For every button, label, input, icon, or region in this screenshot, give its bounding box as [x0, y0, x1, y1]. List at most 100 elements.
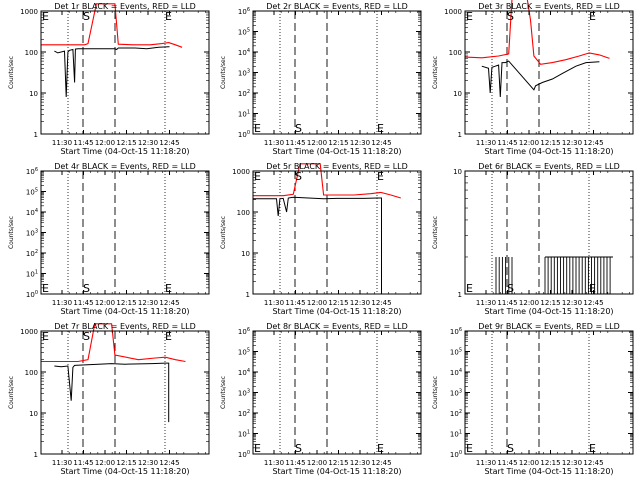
x-tick-label: 12:00	[95, 139, 115, 147]
x-tick-label: 11:30	[52, 299, 72, 307]
x-tick-label: 12:45	[159, 299, 179, 307]
marker-e-right: E	[165, 330, 172, 343]
series-lld-red	[41, 323, 186, 363]
x-tick-label: 11:45	[497, 139, 517, 147]
x-tick-label: 12:30	[562, 299, 582, 307]
panel-det-4: 100 101 102 103 104 105 106 11:30 11:45 12:00 12:1…	[8, 162, 210, 316]
y-tick-label: 101	[238, 430, 250, 439]
plot-frame	[40, 330, 210, 455]
y-axis-label: Counts/sec	[220, 56, 227, 89]
marker-e-left: E	[42, 330, 49, 343]
y-axis-label: Counts/sec	[432, 376, 439, 409]
marker-e-right: E	[377, 122, 384, 135]
marker-e-left: E	[254, 170, 261, 183]
y-tick-label: 100	[237, 209, 250, 217]
y-tick-label: 101	[26, 270, 38, 279]
x-tick-label: 12:30	[138, 459, 158, 467]
x-axis-label: Start Time (04-Oct-15 11:18:20)	[484, 467, 613, 476]
x-tick-label: 12:00	[519, 459, 539, 467]
x-tick-label: 12:00	[519, 299, 539, 307]
panel-title: Det 5r BLACK = Events, RED = LLD	[266, 162, 408, 171]
y-tick-label: 100	[25, 369, 38, 377]
y-tick-label: 102	[450, 409, 462, 418]
x-tick-label: 12:45	[159, 139, 179, 147]
series-events-black	[54, 46, 170, 98]
plot-frame	[252, 10, 422, 135]
plot-frame	[252, 330, 422, 455]
marker-e-left: E	[466, 10, 473, 23]
marker-e-left: E	[42, 10, 49, 23]
marker-e-right: E	[377, 442, 384, 455]
series-events-black	[253, 196, 382, 294]
x-axis-label: Start Time (04-Oct-15 11:18:20)	[272, 307, 401, 316]
panel-title: Det 6r BLACK = Events, RED = LLD	[478, 162, 620, 171]
panel-det-1: 1 10 100 1000 11:30 11:45 12:00 12:15 12:30 12:45…	[8, 2, 210, 156]
x-tick-label: 12:15	[116, 459, 136, 467]
x-axis-label: Start Time (04-Oct-15 11:18:20)	[272, 147, 401, 156]
panel-title: Det 7r BLACK = Events, RED = LLD	[54, 322, 196, 331]
marker-e-left: E	[42, 282, 49, 295]
x-tick-label: 12:30	[562, 459, 582, 467]
panel-det-9: 100 101 102 103 104 105 106 11:30 11:45 12:00 12:1…	[432, 322, 634, 476]
series-lld-red	[253, 163, 401, 199]
x-tick-label: 12:00	[519, 139, 539, 147]
marker-s: S	[507, 10, 514, 23]
y-tick-label: 1	[246, 291, 250, 299]
panel-det-5: 1 10 100 1000 11:30 11:45 12:00 12:15 12:30 12:45…	[220, 162, 422, 316]
y-tick-label: 100	[449, 49, 462, 57]
x-tick-label: 12:00	[95, 299, 115, 307]
x-tick-label: 12:30	[138, 299, 158, 307]
x-tick-label: 12:15	[540, 459, 560, 467]
x-tick-label: 11:45	[497, 299, 517, 307]
y-tick-label: 100	[450, 450, 462, 459]
x-tick-label: 12:15	[540, 139, 560, 147]
panel-det-7: 1 10 100 1000 11:30 11:45 12:00 12:15 12:30 12:45…	[8, 322, 210, 476]
x-tick-label: 12:45	[371, 459, 391, 467]
y-tick-label: 106	[238, 7, 250, 16]
y-tick-label: 103	[238, 389, 250, 398]
marker-e-left: E	[466, 442, 473, 455]
x-tick-label: 11:30	[476, 299, 496, 307]
marker-s: S	[295, 122, 302, 135]
marker-e-right: E	[165, 282, 172, 295]
y-tick-label: 100	[238, 130, 250, 139]
y-tick-label: 102	[238, 409, 250, 418]
x-tick-label: 12:30	[138, 139, 158, 147]
y-tick-label: 104	[450, 368, 462, 377]
panel-det-6: 1 10 11:30 11:45 12:00 12:15 12:30 12:45 Det 6r …	[432, 162, 634, 316]
marker-e-right: E	[589, 10, 596, 23]
plot-frame	[464, 330, 634, 455]
marker-s: S	[295, 442, 302, 455]
y-axis-label: Counts/sec	[220, 216, 227, 249]
y-tick-label: 101	[238, 110, 250, 119]
y-tick-label: 106	[238, 327, 250, 336]
y-tick-label: 101	[450, 430, 462, 439]
y-tick-label: 1000	[444, 8, 462, 16]
y-tick-label: 103	[450, 389, 462, 398]
x-tick-label: 12:00	[307, 299, 327, 307]
marker-s: S	[83, 282, 90, 295]
x-tick-label: 12:45	[159, 459, 179, 467]
marker-e-right: E	[589, 282, 596, 295]
marker-e-right: E	[165, 10, 172, 23]
x-tick-label: 12:15	[328, 459, 348, 467]
x-tick-label: 11:45	[285, 459, 305, 467]
y-tick-label: 105	[238, 348, 250, 357]
x-tick-label: 12:45	[583, 459, 603, 467]
y-tick-label: 105	[238, 28, 250, 37]
x-axis-label: Start Time (04-Oct-15 11:18:20)	[60, 147, 189, 156]
panel-det-8: 100 101 102 103 104 105 106 11:30 11:45 12:00 12:1…	[220, 322, 422, 476]
y-tick-label: 10	[29, 410, 38, 418]
x-tick-label: 12:00	[95, 459, 115, 467]
x-tick-label: 11:30	[52, 139, 72, 147]
x-tick-label: 11:45	[73, 459, 93, 467]
plot-frame	[40, 170, 210, 295]
x-tick-label: 11:30	[264, 459, 284, 467]
y-tick-label: 104	[26, 208, 38, 217]
x-tick-label: 12:45	[583, 139, 603, 147]
y-tick-label: 1	[458, 131, 462, 139]
x-tick-label: 12:15	[116, 299, 136, 307]
x-tick-label: 12:45	[371, 299, 391, 307]
y-tick-label: 103	[26, 229, 38, 238]
